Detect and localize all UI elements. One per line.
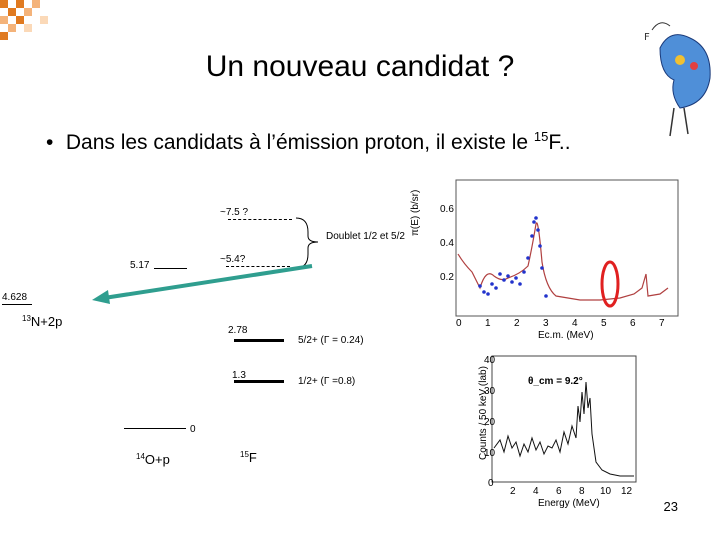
top-xtick-2: 2 [514, 318, 520, 329]
f15-label: 15F [240, 450, 257, 465]
top-xtick-7: 7 [659, 318, 665, 329]
top-xtick-0: 0 [456, 318, 462, 329]
level-label-4-628: 4.628 [2, 292, 28, 303]
bullet-point: • Dans les candidats à l’émission proton… [46, 129, 571, 155]
arrow-icon [92, 264, 313, 304]
o14-p-label: 14O+p [136, 452, 170, 467]
level-label-5-4: ~5.4? [220, 254, 246, 265]
bottom-ytick-40: 40 [484, 355, 496, 366]
doublet-brace-icon [295, 217, 319, 269]
level-label-0: 0 [190, 424, 196, 435]
level-line-2-78 [234, 339, 284, 342]
level-line-4-628 [2, 304, 32, 305]
mascot-bird-icon: F [644, 22, 711, 137]
bullet-dot-icon: • [46, 131, 54, 154]
level-label-2-78: 2.78 [228, 325, 248, 336]
level-line-5-17 [154, 268, 187, 269]
bottom-xtick-12: 12 [621, 486, 633, 497]
bottom-ytick-20: 20 [484, 417, 496, 428]
bottom-xtick-8: 8 [579, 486, 585, 497]
bullet-text: Dans les candidats à l’émission proton, … [65, 131, 534, 154]
level-line-0 [124, 428, 186, 429]
bottom-plot-ylabel-anchor: Counts / 50 keV (lab) [478, 366, 490, 472]
bottom-xtick-2: 2 [510, 486, 516, 497]
level-label-5-17: 5.17 [130, 260, 150, 271]
svg-text:F: F [644, 32, 650, 43]
bottom-ytick-0: 0 [488, 478, 494, 489]
level-line-7-5 [228, 219, 292, 220]
level-line-5-4 [226, 266, 290, 267]
top-ytick-0-4: 0.4 [440, 238, 454, 249]
top-xtick-3: 3 [543, 318, 549, 329]
bottom-xtick-6: 6 [556, 486, 562, 497]
level-label-1-3: 1.3 [232, 370, 246, 381]
corner-checker-decoration [0, 0, 48, 40]
n13-2p-label: 13N+2p [22, 314, 63, 329]
top-xtick-6: 6 [630, 318, 636, 329]
cross-section-plot-svg [455, 179, 679, 317]
top-xtick-4: 4 [572, 318, 578, 329]
bottom-ytick-10: 10 [484, 448, 496, 459]
bullet-text-end: F.. [548, 131, 571, 154]
top-xtick-5: 5 [601, 318, 607, 329]
bottom-plot-inset: θ_cm = 9.2° [528, 376, 583, 387]
bottom-plot-xlabel: Energy (MeV) [538, 498, 600, 509]
doublet-label: Doublet 1/2 et 5/2 [326, 231, 405, 242]
top-xtick-1: 1 [485, 318, 491, 329]
slide-title: Un nouveau candidat ? [205, 50, 515, 83]
top-ytick-0-6: 0.6 [440, 204, 454, 215]
top-ytick-0-2: 0.2 [440, 272, 454, 283]
state-5-2-label: 5/2+ (Γ = 0.24) [298, 335, 364, 346]
top-plot-xlabel: Ec.m. (MeV) [538, 330, 594, 341]
counts-spectrum-svg [491, 355, 637, 483]
level-line-1-3 [234, 380, 284, 383]
top-plot-ylabel: π(E) (b/sr) [410, 189, 421, 236]
bottom-xtick-4: 4 [533, 486, 539, 497]
bottom-ytick-30: 30 [484, 386, 496, 397]
bottom-plot-ylabel: Counts / 50 keV (lab) [478, 366, 489, 460]
level-label-7-5: ~7.5 ? [220, 207, 249, 218]
page-number: 23 [663, 499, 678, 514]
bullet-superscript: 15 [533, 129, 549, 144]
state-1-2-label: 1/2+ (Γ =0.8) [298, 376, 356, 387]
bottom-xtick-10: 10 [600, 486, 612, 497]
